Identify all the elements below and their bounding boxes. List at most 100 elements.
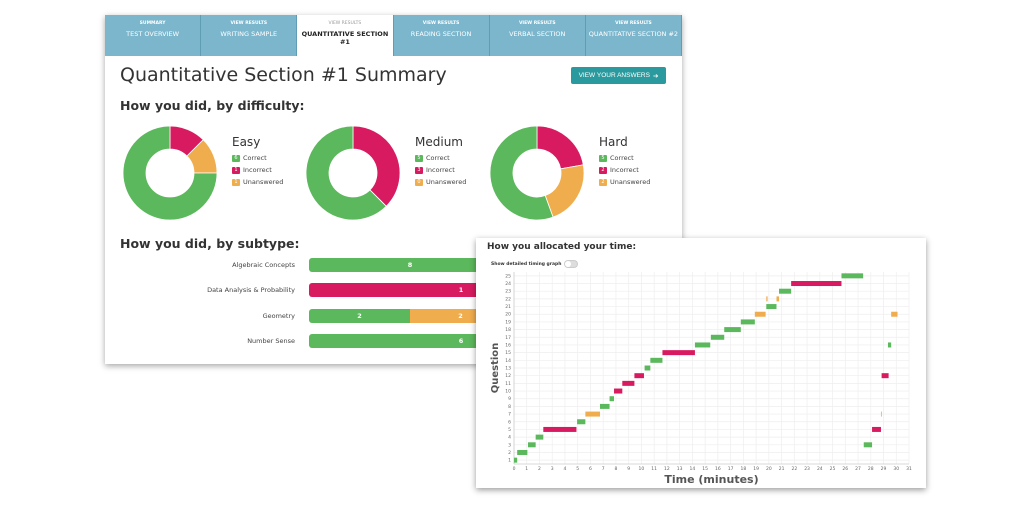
time-segment-q19-correct — [740, 319, 755, 325]
legend-label: Correct — [243, 154, 267, 162]
x-tick-label: 8 — [614, 466, 617, 472]
time-segment-q25-correct — [841, 273, 864, 279]
subtype-label: Algebraic Concepts — [232, 261, 295, 269]
tab-writing-sample[interactable]: VIEW RESULTS WRITING SAMPLE — [201, 15, 298, 56]
y-tick-label: 24 — [505, 281, 511, 287]
donut-slice-correct — [122, 125, 218, 221]
count-badge: 1 — [232, 178, 240, 186]
y-tick-label: 23 — [505, 289, 511, 295]
difficulty-heading: How you did, by difficulty: — [120, 98, 305, 113]
legend-label: Unanswered — [243, 178, 284, 186]
legend-correct: 5 Correct — [599, 152, 650, 164]
count-badge: 5 — [415, 154, 423, 162]
tab-test-overview[interactable]: SUMMARY TEST OVERVIEW — [105, 15, 202, 56]
bar-segment-correct: 8 — [309, 258, 511, 272]
x-tick-label: 18 — [740, 466, 746, 472]
tab-caption: VIEW RESULTS — [328, 21, 362, 26]
x-tick-label: 7 — [602, 466, 605, 472]
x-tick-label: 5 — [576, 466, 579, 472]
donut-slice-incorrect — [352, 125, 401, 207]
tab-caption: VIEW RESULTS — [230, 21, 268, 26]
easy-legend: Easy 6 Correct 1 Incorrect 1 Unanswered — [232, 135, 283, 188]
hard-donut-chart — [489, 125, 585, 221]
x-tick-label: 22 — [791, 466, 797, 472]
section-tabs: SUMMARY TEST OVERVIEW VIEW RESULTS WRITING … — [105, 15, 683, 56]
tab-quantitative-section-2[interactable]: VIEW RESULTS QUANTITATIVE SECTION #2 — [586, 15, 683, 56]
y-tick-label: 8 — [508, 404, 511, 410]
tab-label: VERBAL SECTION — [509, 30, 566, 38]
x-tick-label: 6 — [589, 466, 592, 472]
x-tick-label: 14 — [690, 466, 696, 472]
x-tick-label: 11 — [651, 466, 657, 472]
x-tick-label: 15 — [702, 466, 708, 472]
donut-slice-unanswered — [544, 164, 585, 218]
time-segment-q18-correct — [724, 327, 741, 333]
x-tick-label: 31 — [906, 466, 912, 472]
x-tick-label: 23 — [804, 466, 810, 472]
legend-correct: 6 Correct — [232, 152, 283, 164]
difficulty-title: Medium — [415, 135, 463, 149]
detailed-timing-toggle-row: Show detailed timing graph — [491, 260, 579, 268]
y-tick-label: 15 — [505, 350, 511, 356]
legend-incorrect: 2 Incorrect — [599, 164, 650, 176]
time-segment-q12-incorrect — [634, 373, 644, 379]
time-segment-q11-incorrect — [622, 380, 635, 386]
tab-reading-section[interactable]: VIEW RESULTS READING SECTION — [394, 15, 490, 56]
subtype-label: Number Sense — [247, 337, 295, 345]
view-answers-button[interactable]: VIEW YOUR ANSWERS ➔ — [571, 67, 666, 84]
y-tick-label: 16 — [505, 342, 511, 348]
section-summary-panel: SUMMARY TEST OVERVIEW VIEW RESULTS WRITING … — [105, 15, 683, 364]
tab-verbal-section[interactable]: VIEW RESULTS VERBAL SECTION — [490, 15, 586, 56]
time-segment-q1-correct — [514, 457, 518, 463]
x-tick-label: 25 — [830, 466, 836, 472]
time-segment-q16-correct — [694, 342, 711, 348]
x-tick-label: 3 — [551, 466, 554, 472]
difficulty-title: Hard — [599, 135, 628, 149]
time-segment-q6-correct — [577, 419, 586, 425]
time-segment-q5-incorrect — [872, 426, 881, 432]
x-tick-label: 10 — [639, 466, 645, 472]
time-segment-q20-unanswered — [754, 311, 766, 317]
tab-label: WRITING SAMPLE — [220, 30, 278, 38]
legend-label: Incorrect — [610, 166, 639, 174]
count-badge: 2 — [599, 178, 607, 186]
donut-slice-incorrect — [536, 125, 584, 170]
time-segment-q15-incorrect — [662, 350, 695, 356]
time-segment-q3-correct — [528, 442, 536, 448]
y-tick-label: 4 — [508, 435, 511, 441]
difficulty-title: Easy — [232, 135, 261, 149]
time-segment-q4-correct — [535, 434, 544, 440]
time-segment-q17-correct — [710, 334, 725, 340]
legend-unanswered: 1 Unanswered — [232, 176, 283, 188]
tab-caption: VIEW RESULTS — [422, 21, 460, 26]
x-tick-label: 29 — [881, 466, 887, 472]
legend-label: Correct — [426, 154, 450, 162]
time-segment-q9-correct — [609, 396, 615, 402]
y-tick-label: 3 — [508, 442, 511, 448]
x-tick-label: 9 — [627, 466, 630, 472]
medium-donut-chart — [305, 125, 401, 221]
legend-unanswered: 2 Unanswered — [599, 176, 650, 188]
x-tick-label: 13 — [677, 466, 683, 472]
y-tick-label: 11 — [505, 381, 511, 387]
x-tick-label: 12 — [664, 466, 670, 472]
y-tick-label: 1 — [508, 458, 511, 464]
y-tick-label: 17 — [505, 335, 511, 341]
x-tick-label: 27 — [855, 466, 861, 472]
y-tick-label: 7 — [508, 412, 511, 418]
count-badge: 6 — [232, 154, 240, 162]
detailed-timing-toggle[interactable] — [564, 260, 579, 268]
x-tick-label: 20 — [766, 466, 772, 472]
view-answers-label: VIEW YOUR ANSWERS — [578, 72, 650, 79]
y-tick-label: 20 — [505, 312, 511, 318]
y-tick-label: 6 — [508, 419, 511, 425]
time-segment-q8-correct — [600, 403, 610, 409]
legend-label: Correct — [610, 154, 634, 162]
y-tick-label: 18 — [505, 327, 511, 333]
legend-incorrect: 3 Incorrect — [415, 164, 466, 176]
legend-label: Incorrect — [243, 166, 272, 174]
tab-quantitative-section-1[interactable]: VIEW RESULTS QUANTITATIVE SECTION #1 — [297, 15, 394, 56]
y-tick-label: 21 — [505, 304, 511, 310]
x-tick-label: 30 — [893, 466, 899, 472]
x-tick-label: 24 — [817, 466, 823, 472]
